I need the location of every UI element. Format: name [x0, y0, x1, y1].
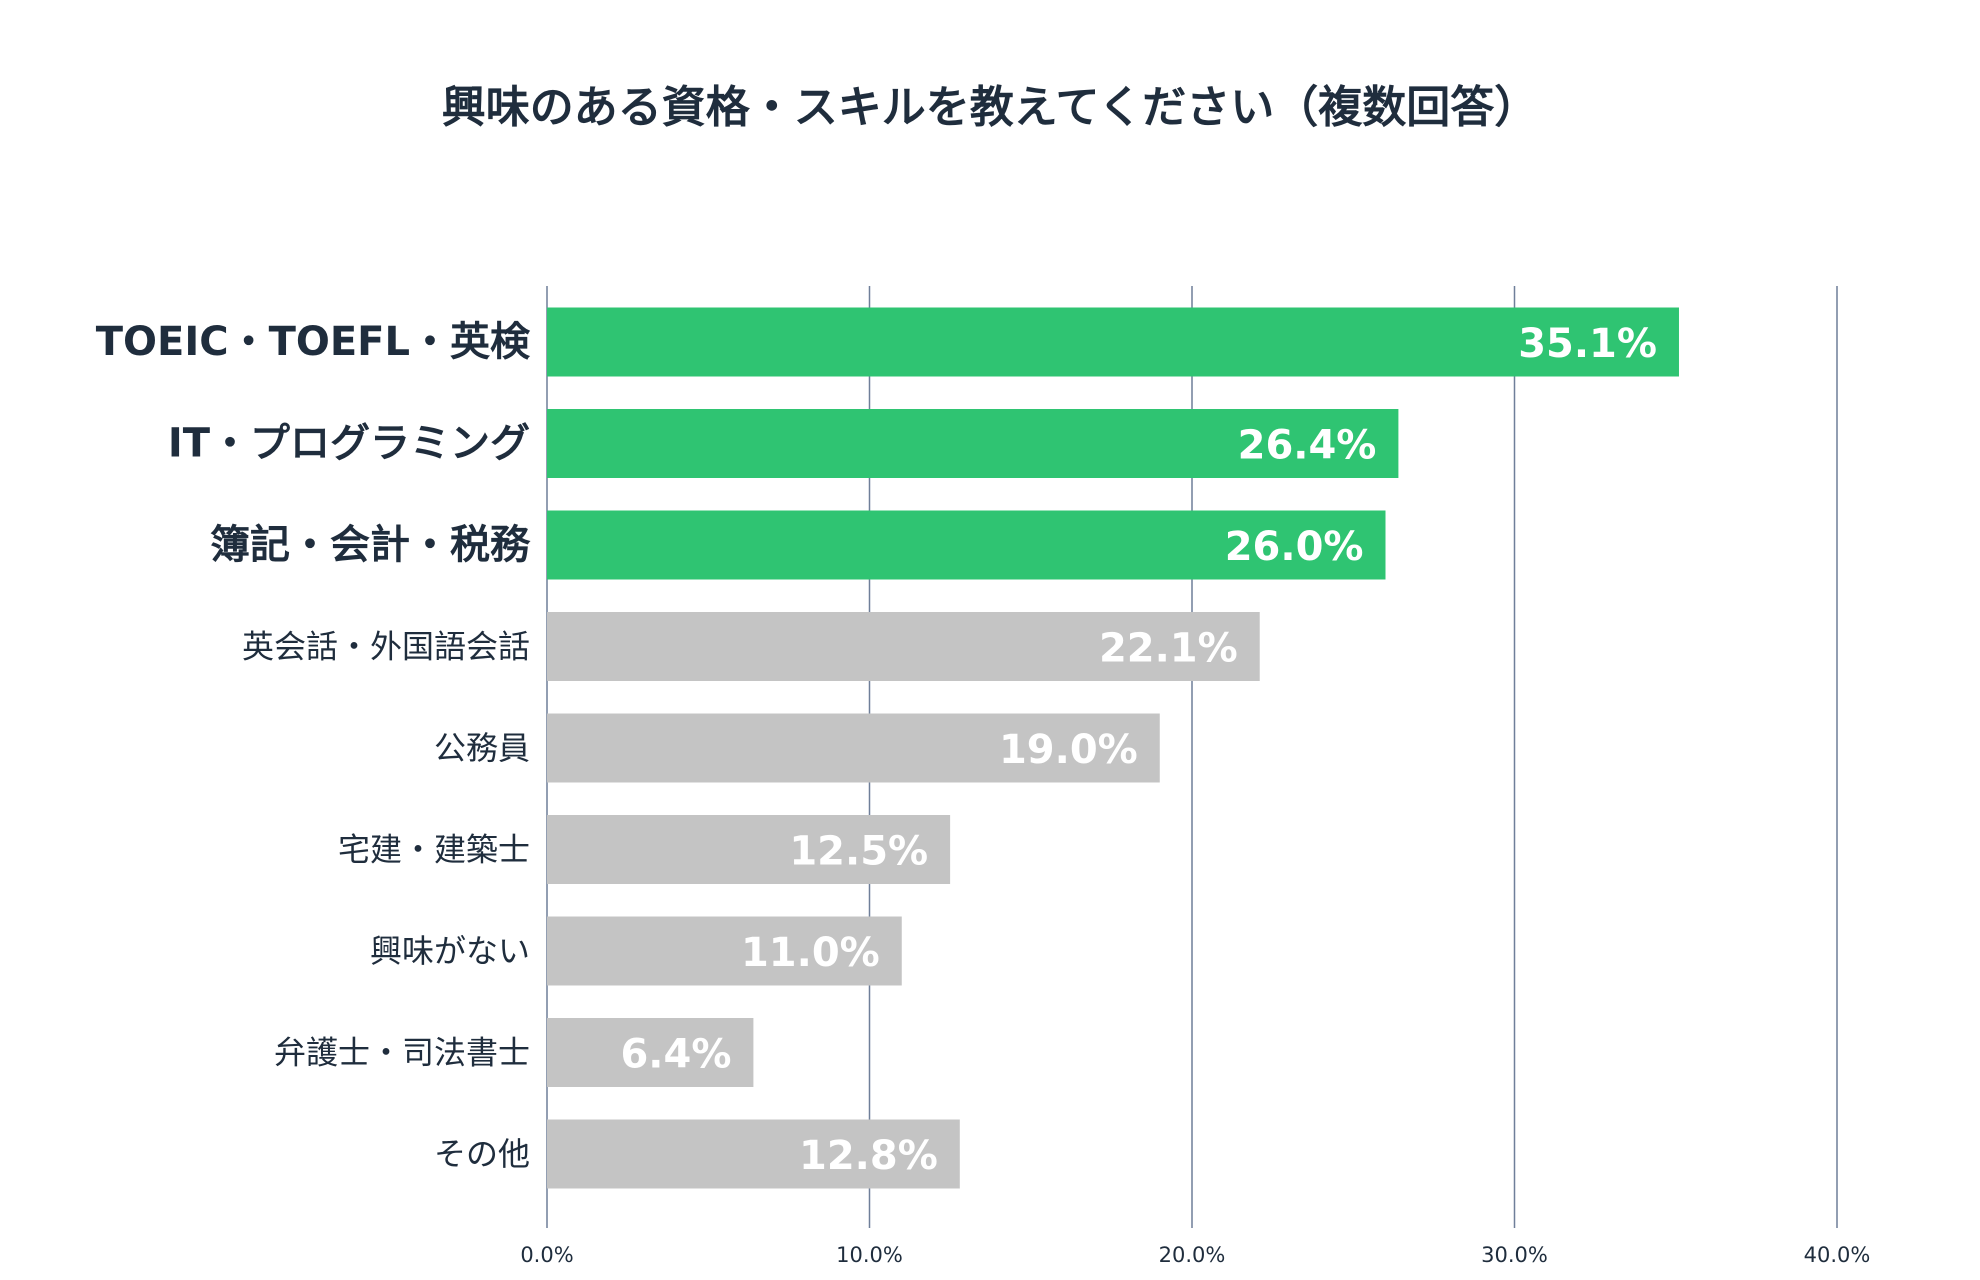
value-label: 26.0% — [1225, 524, 1364, 570]
value-label: 12.8% — [799, 1133, 938, 1179]
bar — [547, 307, 1679, 377]
value-label: 26.4% — [1238, 423, 1377, 469]
bar — [547, 1119, 960, 1189]
value-label: 6.4% — [620, 1032, 731, 1078]
category-label: IT・プログラミング — [168, 421, 530, 467]
value-label: 11.0% — [741, 930, 880, 976]
category-label: 簿記・会計・税務 — [210, 522, 531, 568]
x-tick-label: 10.0% — [836, 1243, 903, 1267]
value-label: 22.1% — [1099, 626, 1238, 672]
category-label: 弁護士・司法書士 — [274, 1034, 530, 1072]
bar — [547, 409, 1399, 478]
bar — [547, 916, 902, 986]
x-tick-label: 40.0% — [1804, 1243, 1871, 1267]
bar — [547, 713, 1160, 783]
x-tick-label: 20.0% — [1159, 1243, 1226, 1267]
value-label: 35.1% — [1518, 321, 1657, 367]
label-layer: 0.0% 10.0% 20.0% 30.0% 40.0% TOEIC・TOEFL・英検 35… — [96, 319, 1871, 1267]
chart-title: 興味のある資格・スキルを教えてください（複数回答） — [442, 82, 1538, 133]
value-label: 12.5% — [789, 829, 928, 875]
category-label: 公務員 — [434, 729, 530, 767]
category-label: TOEIC・TOEFL・英検 — [96, 319, 531, 365]
bar — [547, 612, 1260, 681]
category-label: 英会話・外国語会話 — [242, 628, 530, 666]
bar-layer — [547, 307, 1679, 1189]
bar — [547, 510, 1386, 580]
bar — [547, 1018, 754, 1087]
x-tick-label: 30.0% — [1481, 1243, 1548, 1267]
x-tick-label: 0.0% — [520, 1243, 573, 1267]
bar — [547, 815, 951, 884]
category-label: その他 — [434, 1135, 530, 1173]
category-label: 興味がない — [370, 932, 530, 970]
category-label: 宅建・建築士 — [338, 831, 530, 869]
value-label: 19.0% — [999, 727, 1138, 773]
